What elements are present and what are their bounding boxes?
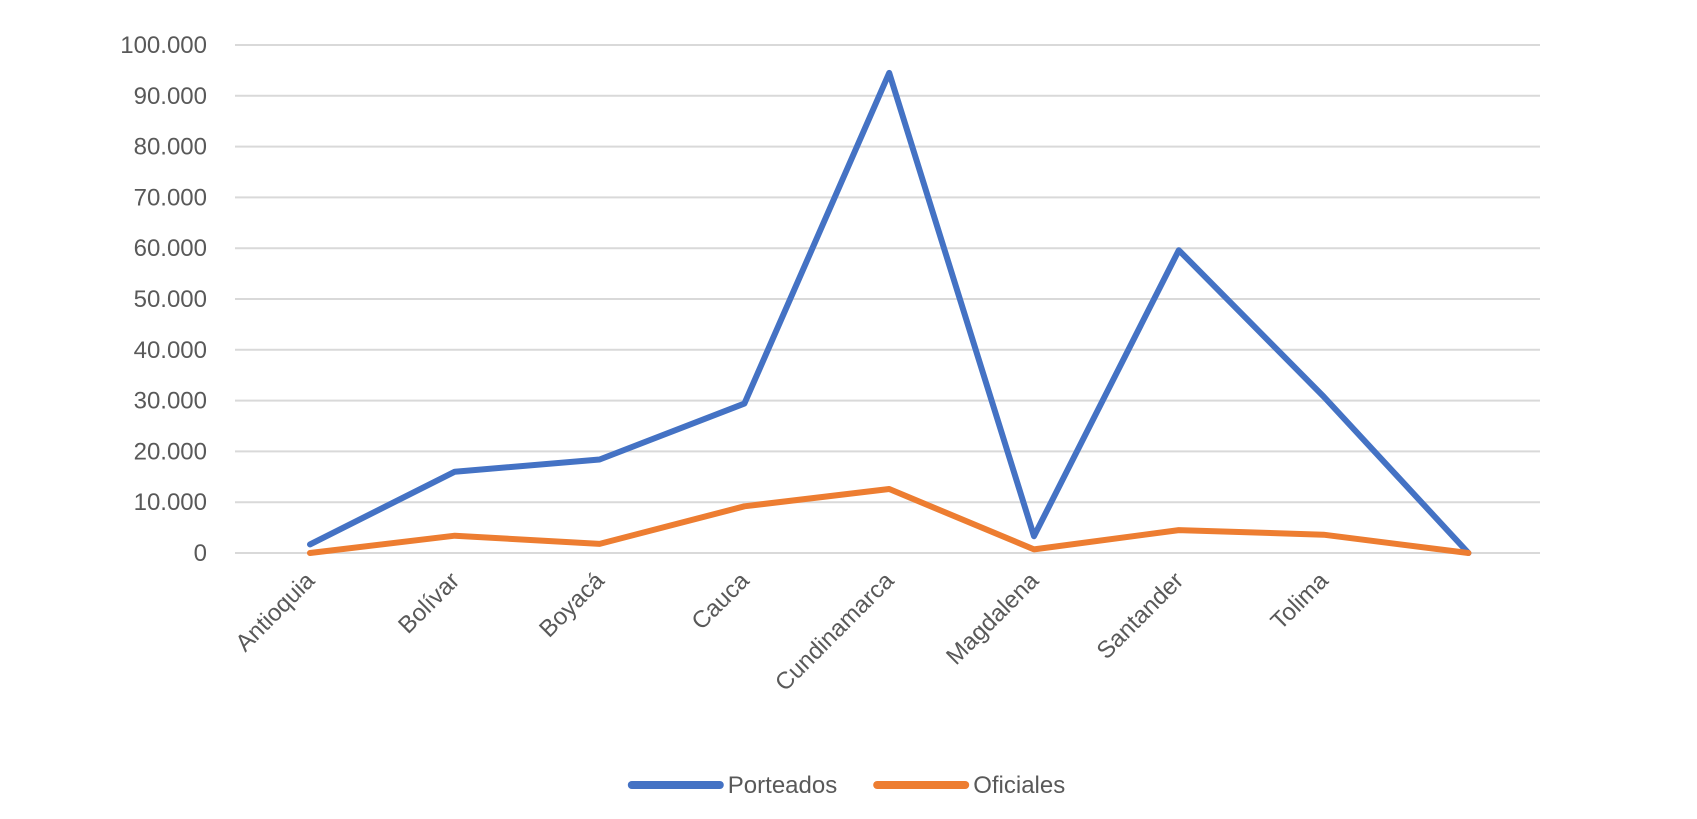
y-tick-label: 100.000 [120,32,207,59]
x-tick-label: Santander [1092,567,1189,664]
x-tick-label: Tolima [1266,567,1335,636]
legend-item: Porteados [627,772,837,799]
y-tick-label: 80.000 [134,134,207,161]
x-axis-tick-labels: Antioquia Bolívar Boyacá Cauca Cundinamarca M… [230,567,1334,697]
y-tick-label: 20.000 [134,438,207,465]
y-tick-label: 60.000 [134,235,207,262]
y-tick-label: 70.000 [134,184,207,211]
y-tick-label: 30.000 [134,388,207,415]
x-tick-label: Antioquia [230,567,320,657]
legend: Porteados Oficiales [627,772,1065,799]
series-line [307,69,1472,556]
legend-label: Oficiales [973,772,1065,799]
y-tick-label: 10.000 [134,489,207,516]
x-tick-label: Cundinamarca [770,567,900,697]
legend-item: Oficiales [873,772,1065,799]
x-tick-label: Cauca [686,567,755,636]
y-tick-label: 50.000 [134,286,207,313]
y-tick-label: 90.000 [134,83,207,110]
y-tick-label: 40.000 [134,337,207,364]
x-tick-label: Boyacá [534,567,610,643]
legend-label: Porteados [728,772,837,799]
x-tick-label: Magdalena [941,567,1045,671]
gridlines [235,44,1540,554]
series-lines [307,69,1472,556]
x-tick-label: Bolívar [393,567,465,639]
y-tick-label: 0 [194,540,207,567]
y-axis-tick-labels: 0 10.000 20.000 30.000 40.000 50.000 60.000 70.… [120,32,207,567]
series-line [307,486,1472,556]
